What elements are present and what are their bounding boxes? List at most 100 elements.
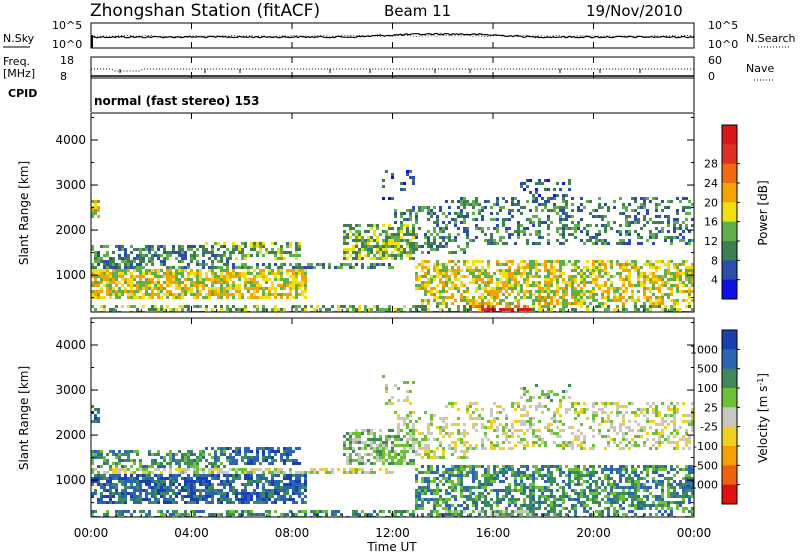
heatmap-cell: [133, 269, 136, 272]
heatmap-cell: [358, 468, 361, 471]
heatmap-cell: [409, 411, 412, 414]
heatmap-cell: [304, 513, 307, 516]
heatmap-cell: [442, 450, 445, 453]
heatmap-cell: [463, 299, 466, 302]
heatmap-cell: [622, 203, 625, 206]
heatmap-cell: [229, 483, 232, 486]
heatmap-cell: [667, 218, 670, 221]
heatmap-cell: [478, 260, 481, 263]
heatmap-cell: [175, 269, 178, 272]
heatmap-cell: [229, 447, 232, 450]
heatmap-cell: [478, 308, 481, 311]
heatmap-cell: [451, 453, 454, 456]
heatmap-cell: [595, 215, 598, 218]
heatmap-cell: [205, 489, 208, 492]
station-title: Zhongshan Station (fitACF): [90, 1, 320, 21]
heatmap-cell: [274, 489, 277, 492]
heatmap-cell: [556, 278, 559, 281]
heatmap-cell: [550, 269, 553, 272]
heatmap-cell: [187, 275, 190, 278]
heatmap-cell: [421, 480, 424, 483]
heatmap-cell: [91, 209, 94, 212]
heatmap-cell: [175, 495, 178, 498]
heatmap-cell: [667, 215, 670, 218]
heatmap-cell: [508, 260, 511, 263]
heatmap-cell: [154, 269, 157, 272]
heatmap-cell: [652, 221, 655, 224]
heatmap-cell: [454, 299, 457, 302]
heatmap-cell: [169, 471, 172, 474]
heatmap-cell: [91, 305, 94, 308]
heatmap-cell: [640, 206, 643, 209]
heatmap-cell: [118, 293, 121, 296]
heatmap-cell: [130, 296, 133, 299]
heatmap-cell: [232, 269, 235, 272]
heatmap-cell: [214, 462, 217, 465]
heatmap-cell: [118, 459, 121, 462]
heatmap-cell: [538, 287, 541, 290]
heatmap-cell: [517, 405, 520, 408]
heatmap-cell: [379, 441, 382, 444]
heatmap-cell: [160, 275, 163, 278]
heatmap-cell: [367, 438, 370, 441]
heatmap-cell: [199, 456, 202, 459]
heatmap-cell: [484, 504, 487, 507]
heatmap-cell: [166, 275, 169, 278]
heatmap-cell: [616, 260, 619, 263]
heatmap-cell: [151, 477, 154, 480]
heatmap-cell: [247, 483, 250, 486]
heatmap-cell: [427, 302, 430, 305]
heatmap-cell: [100, 278, 103, 281]
heatmap-cell: [328, 471, 331, 474]
heatmap-cell: [298, 447, 301, 450]
heatmap-cell: [244, 468, 247, 471]
heatmap-cell: [178, 245, 181, 248]
heatmap-cell: [442, 221, 445, 224]
heatmap-cell: [463, 215, 466, 218]
heatmap-cell: [403, 453, 406, 456]
heatmap-cell: [151, 278, 154, 281]
heatmap-cell: [100, 492, 103, 495]
heatmap-cell: [127, 456, 130, 459]
heatmap-cell: [673, 308, 676, 311]
heatmap-cell: [643, 272, 646, 275]
heatmap-cell: [208, 468, 211, 471]
heatmap-cell: [409, 242, 412, 245]
heatmap-cell: [166, 477, 169, 480]
heatmap-cell: [268, 263, 271, 266]
heatmap-cell: [517, 272, 520, 275]
heatmap-cell: [505, 417, 508, 420]
heatmap-cell: [202, 281, 205, 284]
heatmap-cell: [211, 308, 214, 311]
colorbar-tick-label: 12: [704, 235, 718, 248]
heatmap-cell: [295, 242, 298, 245]
heatmap-cell: [436, 263, 439, 266]
heatmap-cell: [178, 305, 181, 308]
heatmap-cell: [289, 474, 292, 477]
heatmap-cell: [223, 465, 226, 468]
heatmap-cell: [244, 498, 247, 501]
heatmap-cell: [352, 257, 355, 260]
heatmap-cell: [367, 513, 370, 516]
heatmap-cell: [382, 248, 385, 251]
heatmap-cell: [361, 468, 364, 471]
heatmap-cell: [313, 308, 316, 311]
heatmap-cell: [559, 218, 562, 221]
heatmap-cell: [280, 513, 283, 516]
heatmap-cell: [130, 290, 133, 293]
heatmap-cell: [466, 245, 469, 248]
heatmap-cell: [586, 296, 589, 299]
heatmap-cell: [364, 444, 367, 447]
heatmap-cell: [298, 480, 301, 483]
heatmap-cell: [163, 501, 166, 504]
heatmap-cell: [190, 492, 193, 495]
heatmap-cell: [181, 513, 184, 516]
heatmap-cell: [433, 492, 436, 495]
heatmap-cell: [181, 269, 184, 272]
heatmap-cell: [529, 498, 532, 501]
heatmap-cell: [205, 501, 208, 504]
heatmap-cell: [529, 191, 532, 194]
heatmap-cell: [232, 450, 235, 453]
heatmap-cell: [142, 281, 145, 284]
heatmap-cell: [382, 441, 385, 444]
